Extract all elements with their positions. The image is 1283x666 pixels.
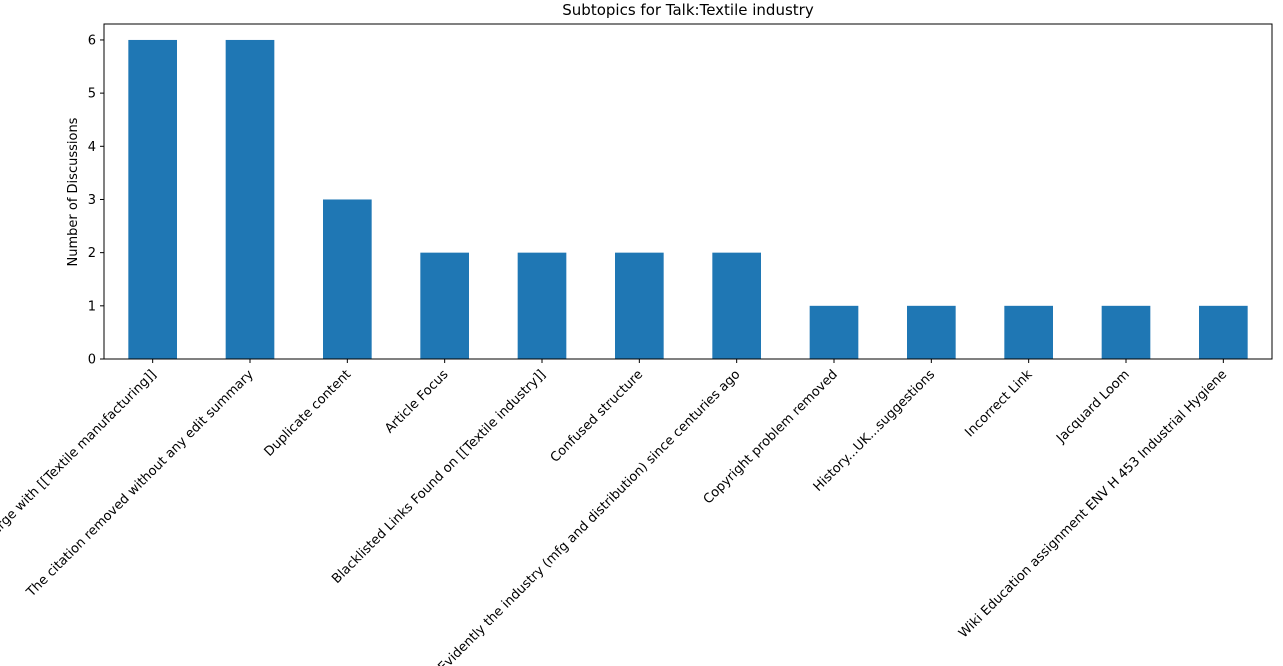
bar — [225, 39, 275, 359]
bar — [323, 199, 372, 359]
plot-frame — [103, 23, 1273, 360]
bar — [517, 252, 567, 359]
x-tick-label: The citation removed without any edit su… — [23, 367, 257, 601]
bar — [1199, 305, 1248, 359]
y-tick-label: 5 — [88, 87, 96, 102]
bar — [1101, 305, 1151, 359]
y-tick-label: 6 — [88, 33, 96, 48]
bar — [907, 305, 956, 359]
bar — [1004, 305, 1053, 359]
bars-group — [128, 39, 1248, 359]
x-tick-label: Merge with [[Textile manufacturing]] — [0, 367, 159, 546]
bar — [809, 305, 859, 359]
x-tick-label: Confused structure — [548, 367, 646, 465]
y-ticks-group: 0 1 2 3 4 5 6 — [88, 33, 104, 368]
chart-title: Subtopics for Talk:Textile industry — [562, 1, 814, 19]
x-tick-label: Article Focus — [382, 367, 451, 436]
bar — [128, 39, 177, 359]
axes-group — [103, 23, 1273, 360]
y-tick-label: 4 — [88, 140, 96, 155]
y-tick-label: 0 — [88, 353, 96, 368]
bar — [420, 252, 469, 359]
y-tick-label: 1 — [88, 299, 96, 314]
x-tick-label: Duplicate content — [262, 367, 355, 460]
x-ticks-group: Merge with [[Textile manufacturing]]The … — [0, 359, 1230, 666]
x-tick-label: Incorrect Link — [962, 367, 1035, 440]
y-tick-label: 2 — [88, 246, 96, 261]
y-axis-label: Number of Discussions — [66, 117, 81, 266]
y-tick-label: 3 — [88, 193, 96, 208]
bar — [615, 252, 664, 359]
x-tick-label: Jacquard Loom — [1053, 367, 1133, 447]
x-tick-label: Blacklisted Links Found on [[Textile ind… — [329, 367, 549, 587]
bar — [712, 252, 761, 359]
